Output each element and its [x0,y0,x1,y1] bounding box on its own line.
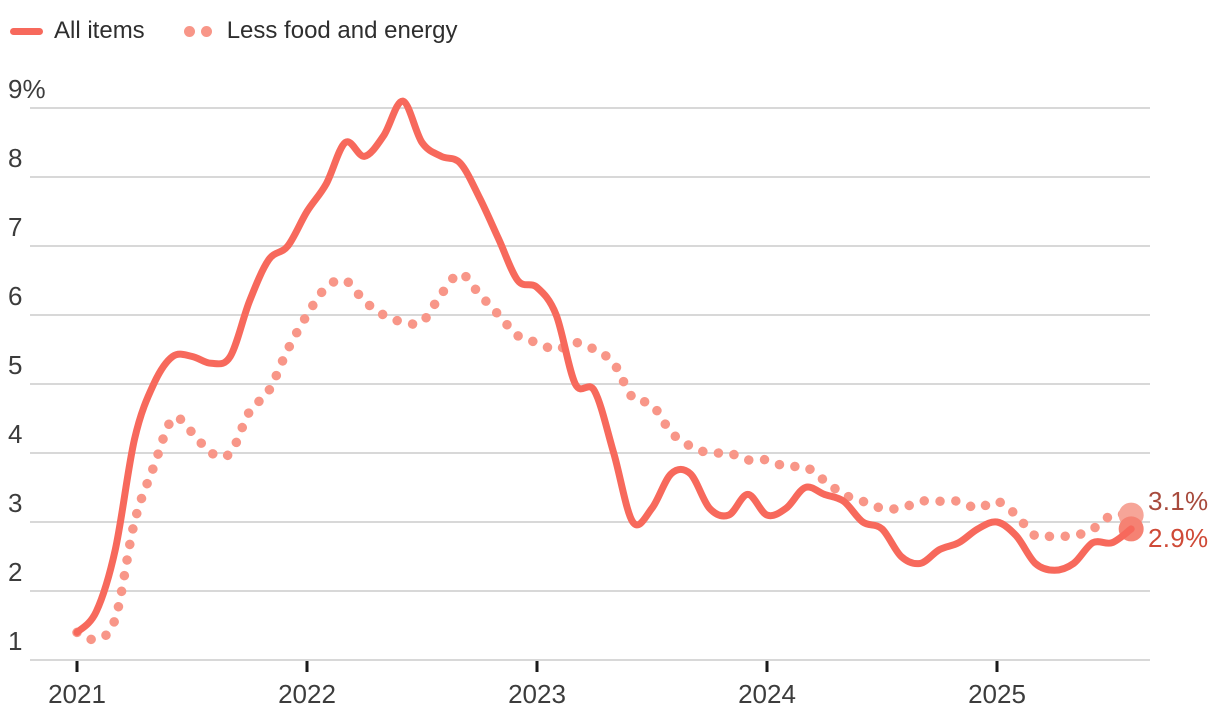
y-axis-tick-label: 1 [8,626,22,656]
y-axis-tick-label: 8 [8,143,22,173]
legend-label-all-items: All items [54,17,145,44]
legend-label-less-food-energy: Less food and energy [226,17,458,44]
end-value-label-core: 3.1% [1148,486,1209,516]
y-axis-tick-label: 9% [8,74,46,104]
dotted-line-swatch-icon [183,25,212,37]
y-axis-tick-label: 5 [8,350,22,380]
x-axis-tick-label: 2024 [738,679,796,709]
x-axis-tick-label: 2023 [508,679,566,709]
y-axis-tick-label: 4 [8,419,22,449]
legend-item-all-items: All items [10,16,145,46]
end-value-label-all-items: 2.9% [1148,523,1209,553]
y-axis-tick-label: 2 [8,557,22,587]
x-axis-tick-label: 2025 [968,679,1026,709]
series-line-less-food-energy [72,268,1136,645]
legend-item-less-food-energy: Less food and energy [183,16,458,46]
series-line-all-items [73,97,1135,636]
x-axis-tick-label: 2021 [48,679,106,709]
x-axis-tick-label: 2022 [278,679,336,709]
y-axis-tick-label: 7 [8,212,22,242]
solid-line-swatch-icon [10,27,43,35]
chart-legend: All items Less food and energy [10,16,458,46]
y-axis-tick-label: 3 [8,488,22,518]
y-axis-tick-label: 6 [8,281,22,311]
